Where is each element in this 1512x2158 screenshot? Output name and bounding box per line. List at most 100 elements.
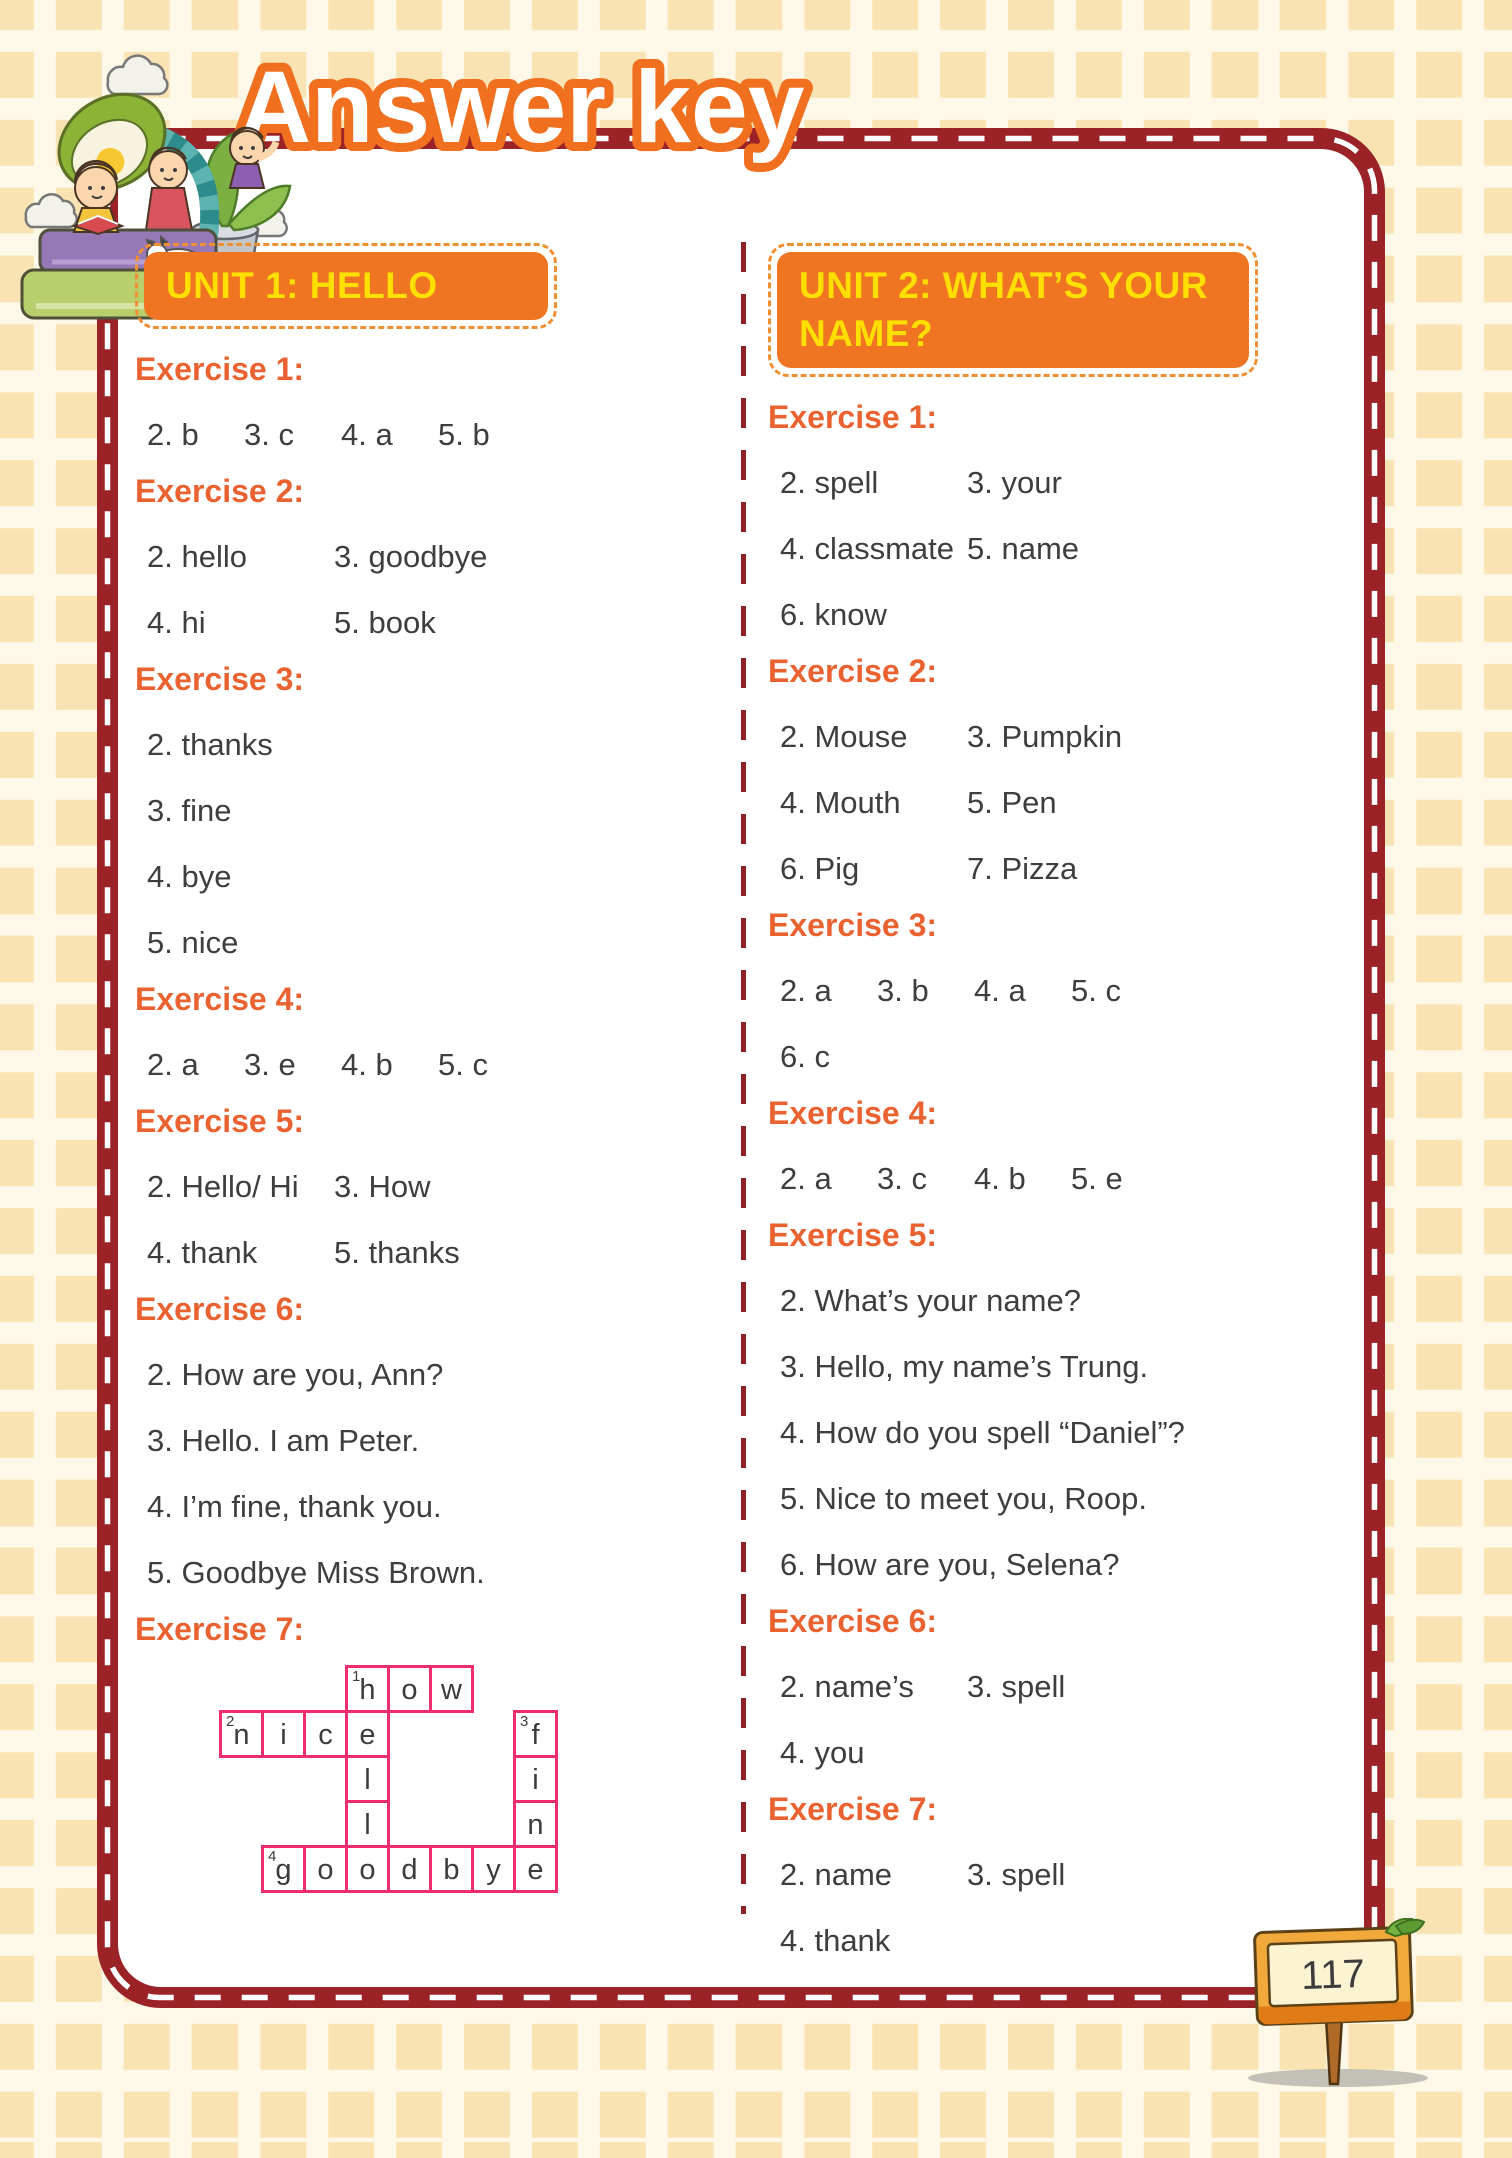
answer-item: 2. What’s your name? <box>780 1283 1081 1318</box>
exercise-heading: Exercise 7: <box>768 1791 938 1827</box>
sign-post <box>1324 2016 1344 2086</box>
crossword-letter: d <box>401 1853 418 1886</box>
answer-item: 2. a <box>147 1047 199 1082</box>
unit-header-label: UNIT 1: HELLO <box>144 252 548 320</box>
answer-row: 2. hello 3. goodbye <box>135 535 723 579</box>
answer-item: 3. How <box>334 1169 431 1204</box>
exercise-heading: Exercise 5: <box>768 1217 938 1253</box>
answer-row: 2. a 3. c 4. b 5. e <box>768 1157 1348 1201</box>
answer-item: 3. fine <box>147 793 232 828</box>
crossword-cell: o <box>387 1665 432 1713</box>
answer-row: 2. thanks 3. fine 4. bye 5. nice <box>135 723 723 965</box>
column-divider <box>741 242 746 1914</box>
answer-row: 2. Hello/ Hi 3. How <box>135 1165 723 1209</box>
answer-item: 5. c <box>438 1047 488 1082</box>
answer-item: 2. Mouse <box>780 719 908 754</box>
answer-item: 4. you <box>780 1735 865 1770</box>
crossword-letter: y <box>486 1853 501 1886</box>
answer-item: 2. hello <box>147 539 247 574</box>
crossword-cell: w <box>429 1665 474 1713</box>
exercise-heading: Exercise 4: <box>768 1095 938 1131</box>
crossword-letter: o <box>317 1853 334 1886</box>
unit-header: UNIT 2: WHAT’S YOUR NAME? <box>768 243 1258 377</box>
answer-row: 4. Mouth 5. Pen <box>768 781 1348 825</box>
crossword-number: 3 <box>520 1713 529 1730</box>
answer-item: 4. bye <box>147 859 232 894</box>
crossword-letter: f <box>531 1718 540 1751</box>
crossword-letter: n <box>233 1718 250 1751</box>
answer-item: 3. your <box>967 465 1062 500</box>
answer-item: 3. c <box>244 417 294 452</box>
unit-header-label: UNIT 2: WHAT’S YOUR NAME? <box>777 252 1249 368</box>
unit-header: UNIT 1: HELLO <box>135 243 557 329</box>
leaf-icon <box>1384 1918 1426 1938</box>
exercise-heading: Exercise 3: <box>135 661 305 697</box>
crossword-letter: l <box>364 1808 371 1841</box>
exercise-heading: Exercise 4: <box>135 981 305 1017</box>
answer-item: 3. Pumpkin <box>967 719 1123 754</box>
answer-row: 6. c <box>768 1035 1348 1079</box>
answer-item: 4. How do you spell “Daniel”? <box>780 1415 1185 1450</box>
answer-item: 2. How are you, Ann? <box>147 1357 444 1392</box>
answer-item: 5. thanks <box>334 1235 460 1270</box>
answer-item: 6. know <box>780 597 887 632</box>
answer-item: 2. b <box>147 417 199 452</box>
answer-item: 3. Hello, my name’s Trung. <box>780 1349 1149 1384</box>
answer-item: 4. thank <box>780 1923 891 1958</box>
exercise-heading: Exercise 1: <box>768 399 938 435</box>
crossword-letter: g <box>275 1853 292 1886</box>
answer-row: 2. a 3. e 4. b 5. c <box>135 1043 723 1087</box>
answer-item: 3. e <box>244 1047 296 1082</box>
boy-waving <box>228 126 280 189</box>
answer-item: 7. Pizza <box>967 851 1078 886</box>
exercise-heading: Exercise 2: <box>135 473 305 509</box>
crossword-cell: l <box>345 1755 390 1803</box>
answer-item: 6. Pig <box>780 851 860 886</box>
column-right: UNIT 2: WHAT’S YOUR NAME? Exercise 1: 2. s… <box>768 243 1348 1963</box>
answer-item: 5. c <box>1071 973 1121 1008</box>
crossword-letter: e <box>527 1853 544 1886</box>
crossword-cell: i <box>261 1710 306 1758</box>
exercise-heading: Exercise 5: <box>135 1103 305 1139</box>
answer-item: 5. name <box>967 531 1080 566</box>
crossword-letter: i <box>280 1718 287 1751</box>
crossword-number: 1 <box>352 1668 361 1685</box>
answer-item: 2. a <box>780 1161 832 1196</box>
crossword-letter: n <box>527 1808 544 1841</box>
answer-item: 5. b <box>438 417 490 452</box>
answer-row: 2. What’s your name? 3. Hello, my name’s … <box>768 1279 1348 1587</box>
page-number: 117 <box>1300 1952 1365 1998</box>
answer-item: 3. spell <box>967 1857 1066 1892</box>
answer-row: 2. name’s 3. spell <box>768 1665 1348 1709</box>
answer-item: 3. spell <box>967 1669 1066 1704</box>
answer-row: 2. Mouse 3. Pumpkin <box>768 715 1348 759</box>
answer-item: 5. nice <box>147 925 239 960</box>
answer-item: 4. classmate <box>780 531 955 566</box>
answer-item: 2. name’s <box>780 1669 914 1704</box>
answer-item: 3. goodbye <box>334 539 488 574</box>
crossword-cell: y <box>471 1845 516 1893</box>
crossword-cell: e <box>513 1845 558 1893</box>
page-title: Answer key <box>229 41 814 173</box>
answer-row: 4. you <box>768 1731 1348 1775</box>
crossword-letter: e <box>359 1718 376 1751</box>
crossword-cell: l <box>345 1800 390 1848</box>
answer-row: 4. hi 5. book <box>135 601 723 645</box>
answer-row: 4. thank 5. thanks <box>135 1231 723 1275</box>
girl-reading <box>71 159 125 236</box>
exercise-heading: Exercise 7: <box>135 1611 305 1647</box>
answer-item: 2. spell <box>780 465 879 500</box>
crossword-cell: o <box>345 1845 390 1893</box>
answer-item: 2. Hello/ Hi <box>147 1169 299 1204</box>
answer-item: 5. Goodbye Miss Brown. <box>147 1555 485 1590</box>
crossword-cell: c <box>303 1710 348 1758</box>
answer-item: 4. I’m fine, thank you. <box>147 1489 442 1524</box>
crossword-letter: o <box>359 1853 376 1886</box>
answer-item: 4. b <box>974 1161 1026 1196</box>
answer-item: 5. book <box>334 605 436 640</box>
exercise-heading: Exercise 1: <box>135 351 305 387</box>
answer-item: 4. Mouth <box>780 785 901 820</box>
